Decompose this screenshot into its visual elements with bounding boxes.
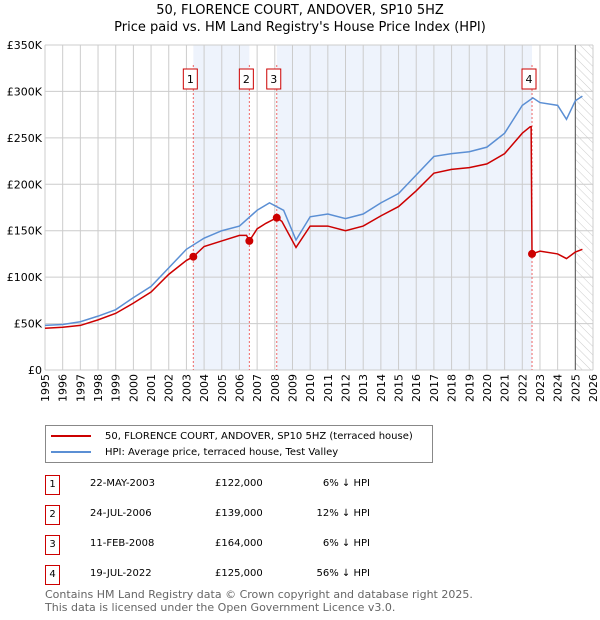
x-tick-label: 2013 <box>357 374 370 402</box>
sale-label-box <box>238 68 254 90</box>
x-tick-label: 2009 <box>286 374 299 402</box>
sale-point <box>245 236 254 245</box>
hpi-line <box>44 95 583 327</box>
sale-row: 4 19-JUL-2022 £125,000 56% ↓ HPI <box>45 565 445 585</box>
sale-label: 4 <box>526 73 533 86</box>
sale-price: £125,000 <box>215 568 263 579</box>
sale-label-box <box>266 68 282 90</box>
sale-date: 22-MAY-2003 <box>90 478 156 489</box>
legend-red-line <box>51 435 91 437</box>
sale-point <box>272 213 281 222</box>
x-tick-label: 2004 <box>198 374 211 402</box>
x-tick-label: 1998 <box>92 374 105 402</box>
legend-label-hpi: HPI: Average price, terraced house, Test… <box>105 446 339 458</box>
x-tick-label: 2001 <box>145 374 158 402</box>
sale-hpi-diff: 6% ↓ HPI <box>322 478 370 489</box>
x-tick-label: 1996 <box>57 374 70 402</box>
y-tick-label: £150K <box>7 225 43 238</box>
legend-label-property: 50, FLORENCE COURT, ANDOVER, SP10 5HZ (t… <box>105 430 413 442</box>
sale-label: 3 <box>270 73 277 86</box>
y-tick-label: £100K <box>7 271 43 284</box>
footer-line1: Contains HM Land Registry data © Crown c… <box>45 588 473 601</box>
property-price-line <box>44 125 583 329</box>
sale-label-box <box>182 68 198 90</box>
sale-price: £122,000 <box>215 478 263 489</box>
sale-badge: 2 <box>45 505 60 525</box>
x-tick-label: 2003 <box>180 374 193 402</box>
price-chart: 1995 1996 1997 1998 1999 2000 2001 2002 2003 2004… <box>7 39 600 402</box>
sale-hpi-diff: 6% ↓ HPI <box>322 538 370 549</box>
chart-subtitle: Price paid vs. HM Land Registry's House … <box>114 20 486 35</box>
x-tick-label: 2024 <box>552 374 565 402</box>
sale-price: £139,000 <box>215 508 263 519</box>
footer: Contains HM Land Registry data © Crown c… <box>45 588 473 614</box>
sale-hpi-diff: 56% ↓ HPI <box>316 568 370 579</box>
x-tick-label: 2026 <box>587 374 600 402</box>
shaded-region <box>276 45 533 370</box>
x-tick-label: 2025 <box>569 374 582 402</box>
x-tick-label: 2011 <box>322 374 335 402</box>
sale-hpi-diff: 12% ↓ HPI <box>316 508 370 519</box>
x-tick-label: 2014 <box>375 374 388 402</box>
sale-price: £164,000 <box>215 538 263 549</box>
sale-label-box <box>521 68 537 90</box>
sale-label: 2 <box>243 73 250 86</box>
sale-label: 1 <box>187 73 194 86</box>
chart-title: 50, FLORENCE COURT, ANDOVER, SP10 5HZ <box>156 3 444 18</box>
x-tick-label: 2019 <box>463 374 476 402</box>
y-tick-label: £200K <box>7 178 43 191</box>
footer-line2: This data is licensed under the Open Gov… <box>45 601 396 614</box>
x-tick-label: 2012 <box>340 374 353 402</box>
sale-date: 11-FEB-2008 <box>90 538 155 549</box>
x-tick-label: 1999 <box>110 374 123 402</box>
x-tick-label: 2017 <box>428 374 441 402</box>
sale-date: 19-JUL-2022 <box>90 568 152 579</box>
sale-row: 2 24-JUL-2006 £139,000 12% ↓ HPI <box>45 505 445 525</box>
legend-blue-line <box>51 451 91 453</box>
x-tick-label: 2023 <box>534 374 547 402</box>
x-tick-label: 2008 <box>269 374 282 402</box>
x-tick-label: 2006 <box>233 374 246 402</box>
y-tick-label: £300K <box>7 85 43 98</box>
sale-row: 1 22-MAY-2003 £122,000 6% ↓ HPI <box>45 475 445 495</box>
x-tick-label: 2002 <box>163 374 176 402</box>
x-tick-label: 2020 <box>481 374 494 402</box>
x-tick-label: 2007 <box>251 374 264 402</box>
sale-point <box>189 252 198 261</box>
sale-badge: 4 <box>45 565 60 585</box>
y-tick-label: £350K <box>7 39 43 52</box>
forecast-hatch <box>575 45 593 370</box>
sale-point <box>528 249 537 258</box>
x-tick-label: 1997 <box>74 374 87 402</box>
x-tick-label: 2005 <box>216 374 229 402</box>
x-tick-label: 2000 <box>127 374 140 402</box>
sale-badge: 3 <box>45 535 60 555</box>
sale-date: 24-JUL-2006 <box>90 508 152 519</box>
x-tick-label: 2016 <box>410 374 423 402</box>
sale-row: 3 11-FEB-2008 £164,000 6% ↓ HPI <box>45 535 445 555</box>
y-tick-label: £0 <box>28 364 42 377</box>
x-tick-label: 2018 <box>446 374 459 402</box>
x-tick-label: 2015 <box>393 374 406 402</box>
y-tick-label: £50K <box>14 318 43 331</box>
legend: 50, FLORENCE COURT, ANDOVER, SP10 5HZ (t… <box>45 425 433 463</box>
x-tick-label: 2021 <box>499 374 512 402</box>
x-tick-label: 2022 <box>516 374 529 402</box>
x-tick-label: 2010 <box>304 374 317 402</box>
sale-badge: 1 <box>45 475 60 495</box>
x-tick-label: 1995 <box>39 374 52 402</box>
y-tick-label: £250K <box>7 132 43 145</box>
